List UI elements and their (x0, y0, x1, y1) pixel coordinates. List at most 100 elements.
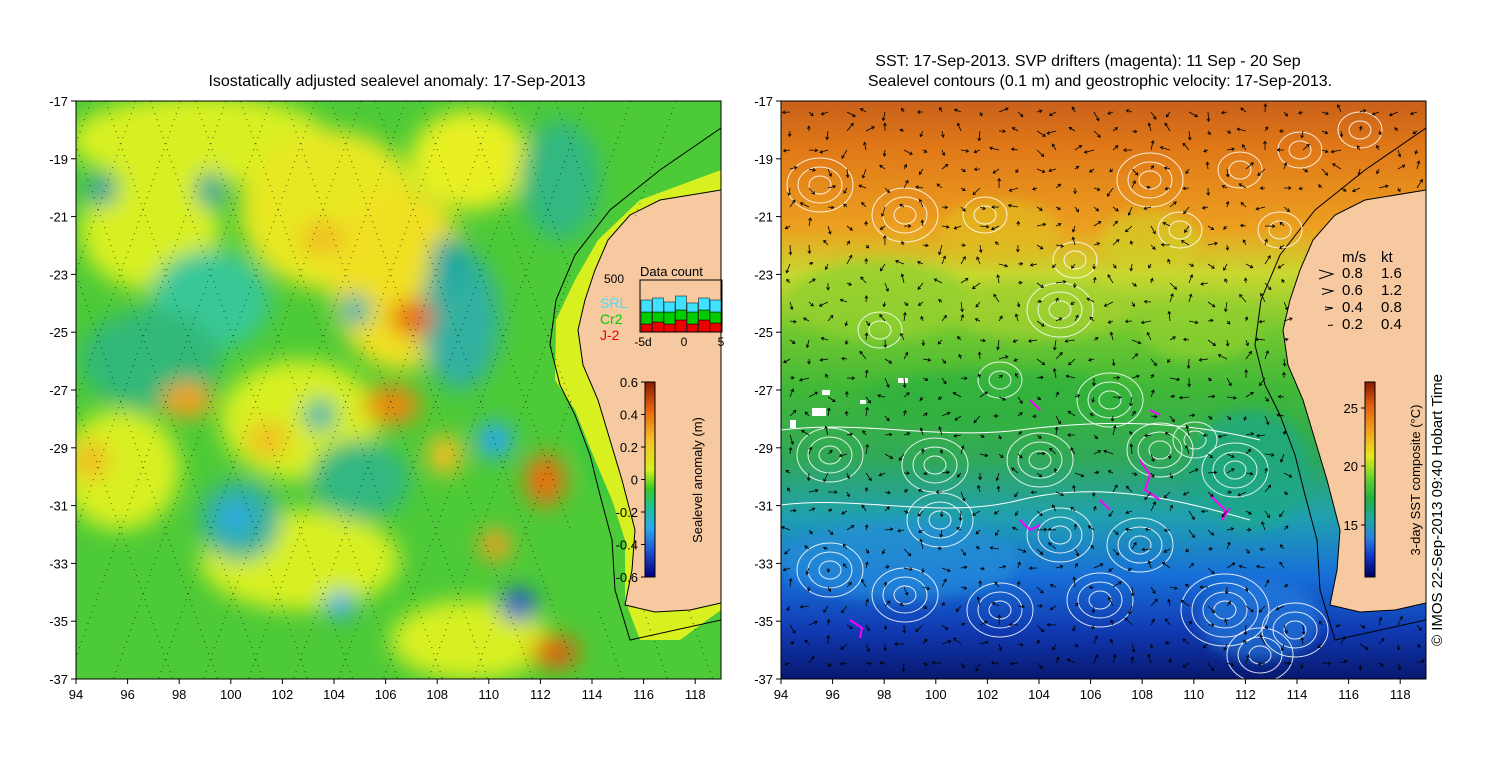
track-dot (138, 197, 140, 199)
velocity-arrow (863, 141, 867, 151)
track-dot (448, 311, 450, 313)
track-dot (254, 275, 256, 277)
velocity-arrow (846, 376, 856, 381)
velocity-arrow (1014, 313, 1019, 322)
track-dot (455, 599, 457, 601)
sealevel-contour (1201, 442, 1269, 498)
track-dot (222, 623, 224, 625)
track-dot (289, 173, 291, 175)
track-dot (155, 245, 157, 247)
track-dot (220, 173, 222, 175)
track-dot (478, 653, 480, 655)
velocity-arrow (1150, 244, 1156, 250)
track-dot (290, 245, 292, 247)
track-dot (272, 323, 274, 325)
track-dot (484, 413, 486, 415)
sealevel-contour (1098, 390, 1122, 410)
track-dot (468, 239, 470, 241)
velocity-arrow (1339, 130, 1344, 138)
velocity-arrow (1259, 186, 1266, 191)
velocity-arrow (1125, 527, 1133, 532)
track-dot (294, 545, 296, 547)
track-dot (531, 383, 533, 385)
track-dot (79, 131, 81, 133)
track-dot (83, 167, 85, 169)
track-dot (668, 119, 670, 121)
track-dot (328, 353, 330, 355)
track-dot (176, 563, 178, 565)
track-dot (108, 563, 110, 565)
sealevel-contour (966, 582, 1034, 638)
track-dot (602, 179, 604, 181)
velocity-arrow (1357, 168, 1362, 176)
track-dot (488, 635, 490, 637)
velocity-arrow (1321, 168, 1329, 176)
track-dot (348, 281, 350, 283)
track-dot (250, 671, 252, 673)
velocity-arrow (1036, 434, 1042, 439)
velocity-arrow (1055, 352, 1063, 360)
track-dot (367, 593, 369, 595)
track-dot (521, 155, 523, 157)
track-dot (275, 587, 277, 589)
velocity-arrow (941, 601, 945, 607)
track-dot (452, 323, 454, 325)
track-dot (258, 155, 261, 157)
track-dot (654, 641, 656, 643)
track-dot (331, 569, 333, 571)
track-dot (150, 359, 152, 361)
track-dot (435, 275, 438, 277)
velocity-arrow (1245, 432, 1255, 436)
track-dot (170, 287, 172, 289)
velocity-arrow (1283, 337, 1289, 342)
sealevel-contour (1272, 611, 1318, 649)
sealevel-contour (797, 166, 843, 204)
track-dot (132, 623, 134, 625)
track-dot (511, 233, 513, 235)
track-dot (553, 353, 555, 355)
data-count-inset: Data count 500 SRL Cr2 J-2 -5d 0 5 (600, 264, 725, 349)
velocity-arrow (997, 177, 1002, 189)
track-dot (465, 101, 467, 103)
track-dot (538, 233, 540, 235)
track-dot (252, 665, 254, 667)
track-dot (443, 635, 445, 637)
track-dot (555, 443, 557, 445)
track-dot (152, 437, 154, 439)
track-dot (214, 131, 216, 133)
sla-colorbar-tick-label: 0.6 (620, 375, 638, 390)
track-dot (111, 167, 114, 169)
track-dot (485, 257, 487, 259)
track-dot (398, 167, 400, 169)
velocity-arrow (877, 394, 886, 398)
track-dot (355, 629, 357, 631)
sealevel-contour (1288, 140, 1312, 160)
velocity-arrow (1283, 472, 1293, 478)
track-dot (320, 203, 322, 205)
track-dot (365, 203, 367, 205)
velocity-arrow (1124, 617, 1133, 626)
track-dot (139, 329, 141, 331)
velocity-arrow (1015, 510, 1019, 517)
track-dot (506, 197, 508, 199)
track-dot (169, 671, 171, 673)
track-dot (396, 125, 398, 127)
track-dot (182, 323, 184, 325)
track-dot (76, 149, 78, 151)
velocity-arrow (1150, 598, 1158, 607)
track-dot (326, 605, 328, 607)
track-dot (388, 653, 390, 655)
track-dot (517, 509, 519, 511)
track-dot (341, 155, 343, 157)
velocity-arrow (1376, 168, 1380, 175)
track-dot (101, 347, 103, 349)
track-dot (567, 395, 570, 397)
velocity-arrow (1226, 320, 1231, 325)
track-dot (170, 515, 172, 517)
velocity-arrow (1185, 168, 1190, 175)
track-dot (99, 203, 101, 205)
velocity-arrow (1302, 168, 1309, 173)
velocity-arrow (804, 639, 810, 645)
velocity-arrow (1167, 310, 1172, 322)
track-dot (130, 173, 132, 175)
